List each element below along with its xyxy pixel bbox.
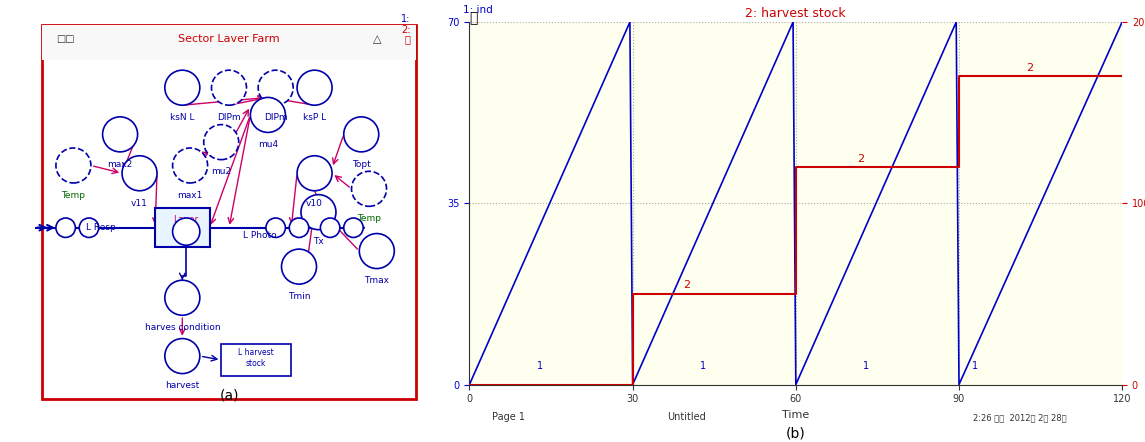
Circle shape — [290, 218, 309, 237]
Circle shape — [266, 218, 285, 237]
Text: mu2: mu2 — [211, 168, 231, 176]
Text: v10: v10 — [306, 198, 323, 208]
Circle shape — [301, 194, 335, 230]
FancyBboxPatch shape — [221, 344, 291, 376]
Circle shape — [360, 233, 394, 269]
Text: Tmax: Tmax — [364, 276, 389, 286]
Circle shape — [352, 171, 387, 206]
Circle shape — [165, 339, 200, 373]
Circle shape — [212, 70, 246, 105]
Text: 2: 2 — [684, 281, 690, 290]
Text: harvest: harvest — [165, 381, 199, 390]
Text: 1: 1 — [537, 361, 543, 371]
Circle shape — [321, 218, 340, 237]
Circle shape — [173, 218, 200, 245]
FancyBboxPatch shape — [42, 26, 416, 61]
Text: Sector Laver Farm: Sector Laver Farm — [179, 34, 279, 44]
FancyBboxPatch shape — [155, 208, 210, 247]
Text: (b): (b) — [785, 427, 806, 441]
Text: 🔒: 🔒 — [405, 34, 411, 44]
Text: harves condition: harves condition — [144, 323, 220, 332]
Text: □□: □□ — [56, 34, 74, 44]
Circle shape — [173, 148, 207, 183]
Text: mu4: mu4 — [258, 140, 278, 149]
Circle shape — [79, 218, 98, 237]
Text: ksP L: ksP L — [303, 113, 326, 122]
Circle shape — [258, 70, 293, 105]
Circle shape — [165, 70, 200, 105]
Text: Tx: Tx — [313, 237, 324, 247]
Text: △: △ — [372, 34, 381, 44]
Text: Laver: Laver — [174, 215, 199, 225]
Text: ksN L: ksN L — [171, 113, 195, 122]
Text: 1: 1 — [863, 361, 869, 371]
Text: Page 1: Page 1 — [492, 412, 526, 422]
Circle shape — [56, 148, 90, 183]
Text: v11: v11 — [131, 198, 148, 208]
Text: 2: 2 — [858, 154, 864, 164]
Title: 2: harvest stock: 2: harvest stock — [745, 7, 846, 19]
Text: 2:: 2: — [401, 25, 411, 35]
Text: (a): (a) — [219, 389, 239, 403]
Circle shape — [123, 156, 157, 191]
Text: 2: 2 — [1026, 63, 1033, 73]
Circle shape — [344, 117, 379, 152]
Circle shape — [56, 218, 76, 237]
Text: L harvest
stock: L harvest stock — [238, 348, 274, 368]
Circle shape — [103, 117, 137, 152]
FancyBboxPatch shape — [42, 26, 416, 399]
Text: 1: ind: 1: ind — [463, 5, 492, 15]
Text: 1:: 1: — [402, 14, 411, 24]
X-axis label: Time: Time — [782, 410, 810, 420]
Text: Untitled: Untitled — [668, 412, 706, 422]
Text: 2:26 오후  2012년 2월 28일: 2:26 오후 2012년 2월 28일 — [973, 413, 1067, 422]
Text: L Photo: L Photo — [243, 231, 277, 240]
Circle shape — [282, 249, 316, 284]
Text: 🔍: 🔍 — [469, 11, 477, 25]
Text: Tmin: Tmin — [287, 292, 310, 301]
Circle shape — [251, 97, 285, 133]
Text: DIPm: DIPm — [263, 113, 287, 122]
Circle shape — [344, 218, 363, 237]
Circle shape — [165, 280, 200, 315]
Text: max1: max1 — [177, 191, 203, 200]
Text: 1: 1 — [972, 361, 978, 371]
Circle shape — [204, 125, 238, 160]
Text: Topt: Topt — [352, 160, 371, 169]
Text: 1: 1 — [701, 361, 706, 371]
Text: L Resp: L Resp — [86, 223, 116, 232]
Circle shape — [297, 70, 332, 105]
Text: Temp: Temp — [62, 191, 86, 200]
Text: Temp: Temp — [357, 214, 381, 223]
Circle shape — [297, 156, 332, 191]
Text: DIPm: DIPm — [218, 113, 240, 122]
Text: max2: max2 — [108, 160, 133, 169]
